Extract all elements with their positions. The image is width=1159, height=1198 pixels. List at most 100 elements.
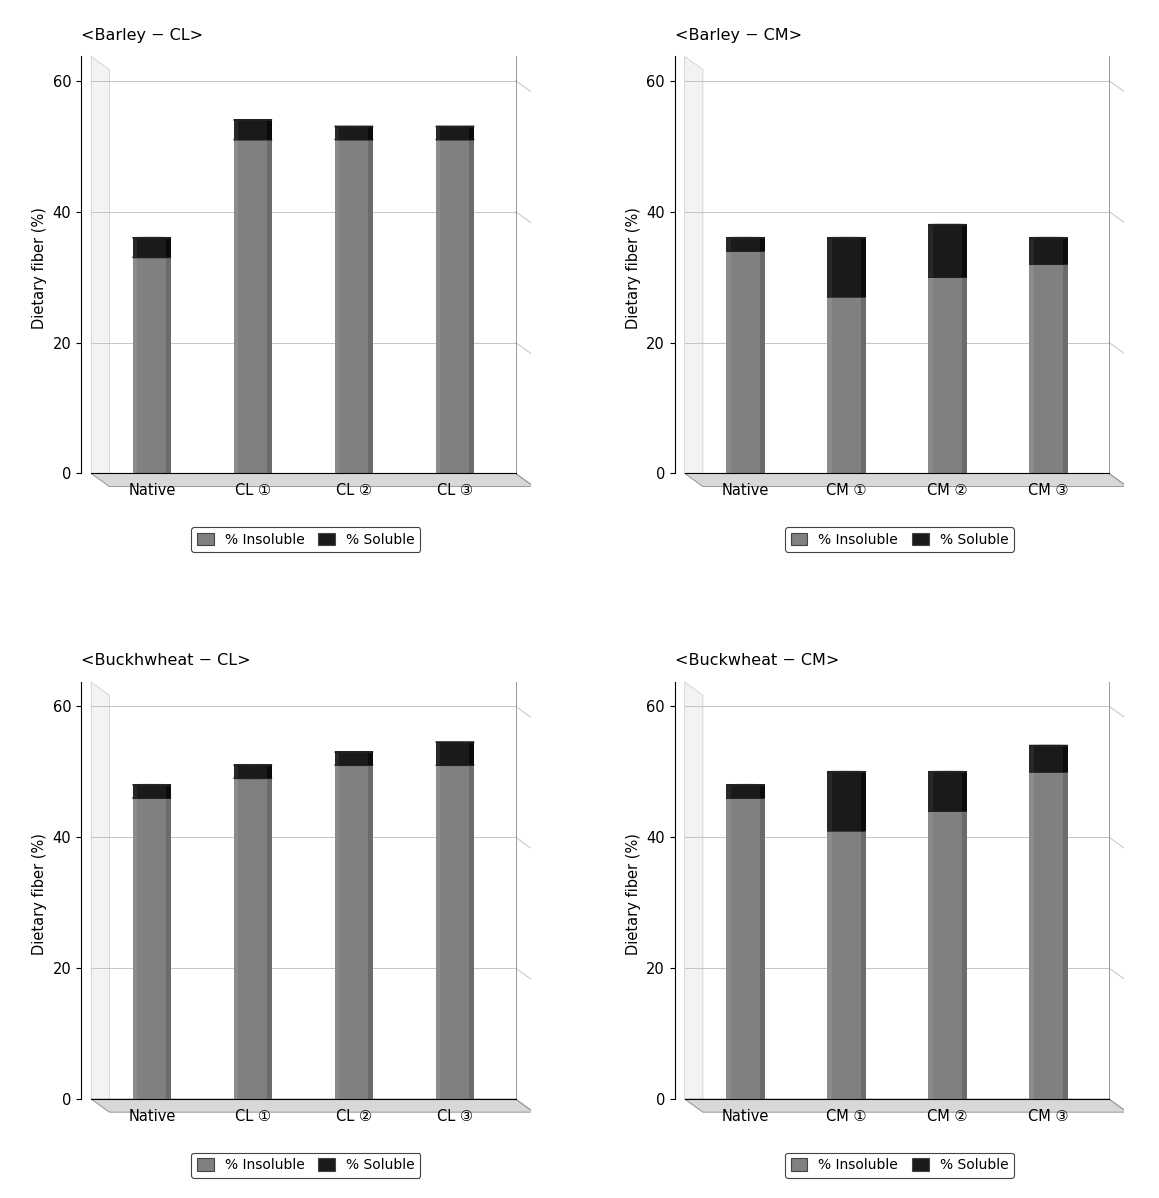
Bar xyxy=(727,798,730,1099)
Bar xyxy=(727,250,765,473)
Bar xyxy=(861,830,866,1099)
Bar xyxy=(267,120,272,140)
Bar xyxy=(759,798,765,1099)
Bar xyxy=(1029,264,1067,473)
Bar xyxy=(166,798,172,1099)
Bar xyxy=(369,140,373,473)
Bar xyxy=(234,766,272,779)
Bar xyxy=(828,297,866,473)
Bar xyxy=(132,237,172,258)
Bar xyxy=(469,140,474,473)
Bar xyxy=(727,785,765,798)
Bar xyxy=(369,752,373,766)
Bar xyxy=(962,811,967,1099)
Legend: % Insoluble, % Soluble: % Insoluble, % Soluble xyxy=(191,1152,421,1178)
Bar xyxy=(962,772,967,811)
Bar xyxy=(436,127,440,140)
Bar xyxy=(1063,745,1067,772)
Bar xyxy=(727,237,765,250)
Bar xyxy=(234,779,239,1099)
Bar xyxy=(335,766,373,1099)
Bar xyxy=(1029,772,1067,1099)
Bar xyxy=(928,811,967,1099)
Polygon shape xyxy=(92,56,109,486)
Bar xyxy=(469,766,474,1099)
Bar xyxy=(727,250,730,473)
Bar xyxy=(727,237,730,250)
Bar xyxy=(828,297,832,473)
Y-axis label: Dietary fiber (%): Dietary fiber (%) xyxy=(626,833,641,955)
Bar xyxy=(1063,237,1067,264)
Bar xyxy=(436,140,474,473)
Bar xyxy=(828,237,832,297)
Bar xyxy=(828,830,832,1099)
Polygon shape xyxy=(92,682,109,1112)
Polygon shape xyxy=(685,473,1128,486)
Bar xyxy=(469,743,474,766)
Bar xyxy=(759,237,765,250)
Bar xyxy=(1063,772,1067,1099)
Polygon shape xyxy=(685,682,702,1112)
Bar xyxy=(962,225,967,277)
Bar xyxy=(234,766,239,779)
Bar xyxy=(166,785,172,798)
Text: <Barley − CM>: <Barley − CM> xyxy=(675,28,802,43)
Bar xyxy=(928,225,967,277)
Bar xyxy=(132,237,137,258)
Bar xyxy=(436,743,440,766)
Y-axis label: Dietary fiber (%): Dietary fiber (%) xyxy=(32,833,48,955)
Bar xyxy=(267,140,272,473)
Bar xyxy=(828,772,832,830)
Bar xyxy=(861,237,866,297)
Text: <Buckwheat − CM>: <Buckwheat − CM> xyxy=(675,653,839,668)
Bar xyxy=(335,766,340,1099)
Bar xyxy=(1029,237,1067,264)
Bar xyxy=(369,127,373,140)
Bar xyxy=(234,120,239,140)
Legend: % Insoluble, % Soluble: % Insoluble, % Soluble xyxy=(785,527,1014,552)
Bar xyxy=(132,258,172,473)
Bar xyxy=(335,127,373,140)
Bar xyxy=(1029,772,1034,1099)
Bar xyxy=(234,779,272,1099)
Bar xyxy=(1029,745,1034,772)
Bar xyxy=(166,258,172,473)
Bar xyxy=(759,250,765,473)
Bar xyxy=(335,752,373,766)
Bar xyxy=(335,127,340,140)
Bar xyxy=(132,258,137,473)
Bar xyxy=(369,766,373,1099)
Bar xyxy=(234,120,272,140)
Bar xyxy=(1029,264,1034,473)
Bar xyxy=(928,811,933,1099)
Legend: % Insoluble, % Soluble: % Insoluble, % Soluble xyxy=(785,1152,1014,1178)
Bar xyxy=(436,766,440,1099)
Bar xyxy=(132,785,172,798)
Bar xyxy=(828,237,866,297)
Bar xyxy=(928,772,933,811)
Bar xyxy=(1029,745,1067,772)
Bar xyxy=(727,785,730,798)
Bar xyxy=(267,766,272,779)
Bar xyxy=(335,140,373,473)
Bar xyxy=(234,140,272,473)
Bar xyxy=(828,772,866,830)
Bar xyxy=(436,743,474,766)
Legend: % Insoluble, % Soluble: % Insoluble, % Soluble xyxy=(191,527,421,552)
Bar xyxy=(335,140,340,473)
Bar xyxy=(335,752,340,766)
Polygon shape xyxy=(92,473,534,486)
Bar xyxy=(132,798,172,1099)
Bar xyxy=(759,785,765,798)
Polygon shape xyxy=(685,1099,1128,1112)
Bar xyxy=(928,277,967,473)
Bar xyxy=(962,277,967,473)
Bar xyxy=(1029,237,1034,264)
Bar xyxy=(861,297,866,473)
Bar xyxy=(267,779,272,1099)
Bar xyxy=(132,785,137,798)
Bar xyxy=(436,140,440,473)
Y-axis label: Dietary fiber (%): Dietary fiber (%) xyxy=(32,207,48,329)
Bar xyxy=(166,237,172,258)
Bar xyxy=(436,766,474,1099)
